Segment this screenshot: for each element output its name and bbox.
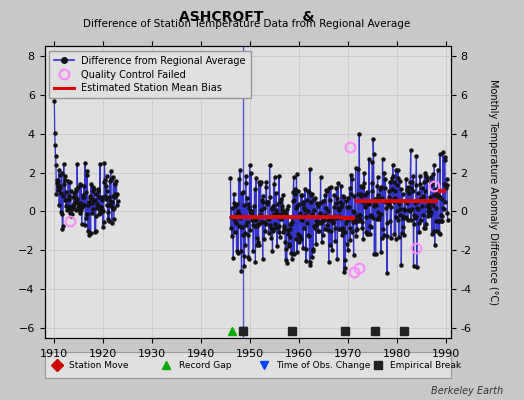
Text: Station Move: Station Move — [69, 360, 128, 370]
Text: 1940: 1940 — [187, 349, 215, 359]
Text: ASHCROFT        &: ASHCROFT & — [179, 10, 314, 24]
Text: Difference of Station Temperature Data from Regional Average: Difference of Station Temperature Data f… — [83, 19, 410, 29]
Text: 1950: 1950 — [236, 349, 264, 359]
Text: 1920: 1920 — [89, 349, 117, 359]
Text: Empirical Break: Empirical Break — [390, 360, 461, 370]
Text: 1960: 1960 — [285, 349, 313, 359]
Text: 1990: 1990 — [432, 349, 460, 359]
Text: Record Gap: Record Gap — [179, 360, 231, 370]
Text: Time of Obs. Change: Time of Obs. Change — [276, 360, 370, 370]
Text: Berkeley Earth: Berkeley Earth — [431, 386, 503, 396]
Text: 1980: 1980 — [383, 349, 411, 359]
Text: 1910: 1910 — [40, 349, 69, 359]
Text: 1970: 1970 — [334, 349, 362, 359]
Text: 1930: 1930 — [138, 349, 166, 359]
Y-axis label: Monthly Temperature Anomaly Difference (°C): Monthly Temperature Anomaly Difference (… — [488, 79, 498, 305]
Legend: Difference from Regional Average, Quality Control Failed, Estimated Station Mean: Difference from Regional Average, Qualit… — [49, 51, 251, 98]
